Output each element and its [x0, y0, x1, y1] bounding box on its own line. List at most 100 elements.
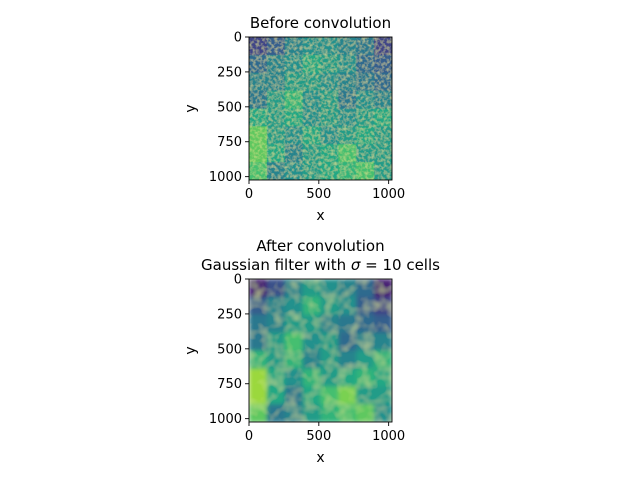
heatmap-cell — [374, 350, 392, 369]
heatmap-cell — [338, 279, 357, 298]
heatmap-cell — [356, 332, 375, 352]
heatmap-cell — [249, 108, 268, 127]
heatmap-cell — [266, 72, 286, 92]
heatmap-cell — [320, 332, 339, 352]
x-tick-label: 0 — [245, 429, 253, 444]
heatmap-cell — [356, 72, 375, 92]
x-tick-label: 1000 — [372, 187, 405, 202]
y-tick-label: 0 — [234, 273, 242, 288]
x-tick-label: 500 — [306, 187, 331, 202]
heatmap-cell — [374, 314, 392, 334]
panel-before: Before convolution 0 500 10000250500750100… — [183, 14, 405, 224]
chart-title: Before convolution — [250, 14, 391, 32]
heatmap-cell — [320, 108, 339, 127]
heatmap-cell — [320, 279, 339, 298]
heatmap-cell — [320, 386, 339, 405]
y-tick-label: 250 — [217, 65, 242, 80]
heatmap-cell — [302, 162, 322, 180]
heatmap-cell — [374, 404, 392, 422]
heatmap-cell — [284, 350, 304, 369]
heatmap-cell — [338, 126, 357, 145]
heatmap-cell — [338, 90, 357, 110]
heatmap-cell — [266, 368, 286, 387]
heatmap-cell — [284, 37, 304, 56]
heatmap-cell — [284, 54, 304, 74]
heatmap-cell — [249, 404, 268, 422]
heatmap-cell — [284, 279, 304, 298]
heatmap-cell — [249, 296, 268, 316]
chart-title: After convolution — [256, 237, 384, 255]
heatmap-cell — [338, 314, 357, 334]
heatmap-cell — [356, 54, 375, 74]
heatmap-cell — [356, 279, 375, 298]
heatmap-cell — [266, 126, 286, 145]
heatmap-cell — [266, 404, 286, 422]
heatmap-cell — [356, 37, 375, 56]
heatmap-cell — [374, 386, 392, 405]
heatmap-cell — [266, 144, 286, 163]
heatmap-cell — [302, 144, 322, 163]
heatmap-cell — [356, 108, 375, 127]
heatmap-cell — [302, 404, 322, 422]
heatmap-image — [249, 279, 392, 422]
heatmap-cell — [356, 162, 375, 180]
heatmap-cell — [266, 332, 286, 352]
heatmap-cell — [374, 108, 392, 127]
heatmap-cell — [338, 386, 357, 405]
heatmap-cell — [284, 162, 304, 180]
y-tick-label: 500 — [217, 100, 242, 115]
x-tick-label: 0 — [245, 187, 253, 202]
heatmap-cell — [266, 296, 286, 316]
axes-frame — [248, 278, 393, 423]
heatmap-cell — [266, 279, 286, 298]
heatmap-cell — [320, 162, 339, 180]
heatmap-cell — [284, 126, 304, 145]
heatmap-cell — [266, 37, 286, 56]
heatmap-cell — [374, 90, 392, 110]
heatmap-cell — [374, 296, 392, 316]
y-axis-label: y — [183, 104, 199, 112]
heatmap-cell — [284, 314, 304, 334]
heatmap-cell — [284, 296, 304, 316]
heatmap-cells — [249, 37, 392, 180]
heatmap-cell — [356, 144, 375, 163]
heatmap-cell — [302, 108, 322, 127]
heatmap-cell — [338, 162, 357, 180]
x-tick-label: 500 — [306, 429, 331, 444]
heatmap-cell — [320, 126, 339, 145]
sigma-symbol: σ — [351, 256, 361, 274]
heatmap-cell — [320, 72, 339, 92]
y-tick-label: 250 — [217, 307, 242, 322]
heatmap-cell — [266, 54, 286, 74]
y-tick-label: 0 — [234, 31, 242, 46]
heatmap-cell — [302, 332, 322, 352]
heatmap-cell — [374, 279, 392, 298]
heatmap-cell — [338, 37, 357, 56]
heatmap-cell — [266, 162, 286, 180]
heatmap-cell — [284, 332, 304, 352]
heatmap-cell — [374, 368, 392, 387]
heatmap-cell — [374, 37, 392, 56]
subtitle-suffix: = 10 cells — [360, 256, 440, 274]
y-axis-label: y — [183, 346, 199, 354]
heatmap-cell — [320, 404, 339, 422]
y-tick-label: 1000 — [209, 412, 242, 427]
heatmap-cell — [320, 314, 339, 334]
heatmap-cell — [356, 126, 375, 145]
heatmap-cell — [338, 54, 357, 74]
heatmap-cell — [249, 314, 268, 334]
heatmap-cell — [266, 108, 286, 127]
heatmap-cell — [338, 332, 357, 352]
heatmap-cell — [302, 368, 322, 387]
heatmap-cell — [249, 332, 268, 352]
heatmap-cell — [284, 108, 304, 127]
heatmap-cell — [284, 144, 304, 163]
heatmap-cell — [249, 368, 268, 387]
heatmap-cell — [356, 350, 375, 369]
heatmap-cell — [266, 90, 286, 110]
heatmap-cell — [249, 144, 268, 163]
heatmap-cells — [249, 279, 392, 422]
heatmap-cell — [338, 296, 357, 316]
chart-subtitle: Gaussian filter with σ = 10 cells — [201, 256, 440, 274]
heatmap-cell — [338, 350, 357, 369]
